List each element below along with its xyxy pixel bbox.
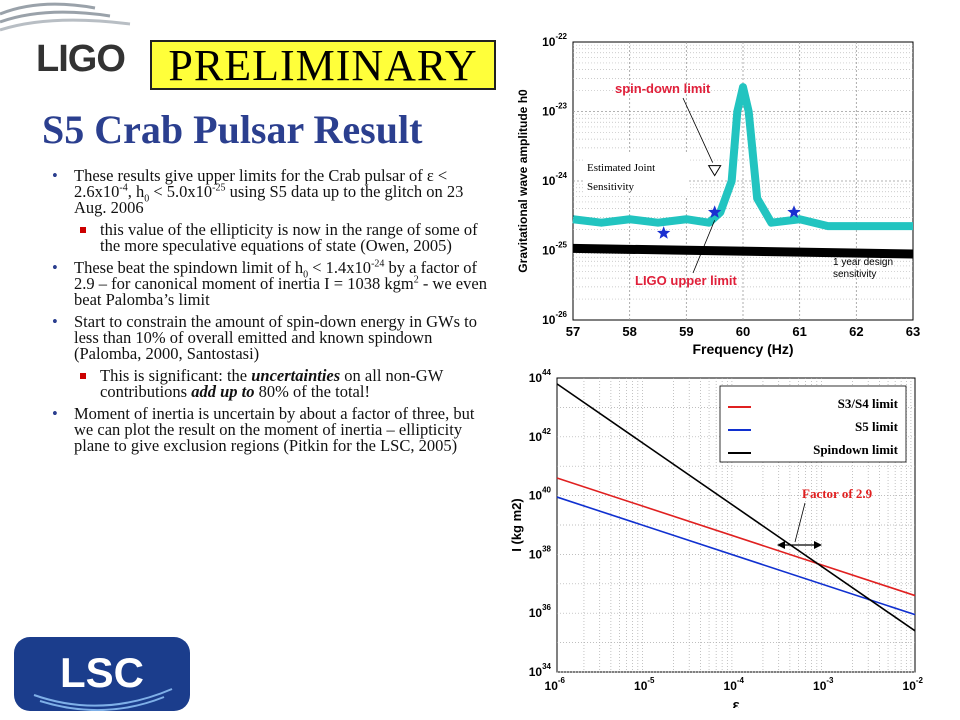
y-tick-label: 1044 [529, 368, 552, 385]
bullet-text-part: , h [127, 182, 145, 201]
y-tick-label: 10-24 [542, 171, 567, 188]
ligo-upper-annotation: LIGO upper limit [635, 273, 738, 288]
x-tick-label: 57 [566, 324, 580, 339]
design-sensitivity-line [572, 243, 914, 259]
y-tick-label: 1034 [529, 662, 552, 679]
h0-frequency-chart: 57 58 59 60 61 62 63 10-22 10-23 10-24 10-25 10-26 F… [516, 32, 920, 357]
x-tick-label: 10-3 [813, 676, 834, 693]
x-tick-label: 60 [736, 324, 750, 339]
bullet-text-part: 38 [363, 274, 381, 293]
bullet-text-part: < 5.0x10 [149, 182, 213, 201]
joint-sensitivity-box [583, 154, 689, 196]
bullet-list: These results give upper limits for the … [52, 166, 492, 460]
page-title: S5 Crab Pulsar Result [42, 107, 423, 152]
bullet-text-part: 2 [413, 274, 419, 286]
legend-label: S5 limit [855, 419, 899, 434]
y-tick-label: 10-22 [542, 32, 567, 49]
bullet-item: This is significant: the uncertainties o… [52, 366, 492, 401]
s3s4-limit-line [556, 477, 916, 597]
ligo-logo-swoosh [0, 2, 131, 32]
star-marker [787, 205, 801, 218]
preliminary-banner: PRELIMINARY [150, 40, 496, 90]
bullet-text-part: -24 [371, 258, 385, 270]
x-tick-label: 10-4 [724, 676, 745, 693]
lsc-logo-text: LSC [60, 649, 144, 696]
upper-limit-curve [572, 83, 913, 231]
ligo-upper-pointer [692, 220, 716, 274]
y-tick-label: 1042 [529, 427, 552, 444]
x-tick-label: 58 [622, 324, 636, 339]
bullet-text-part: on all non-GW contributions [100, 366, 443, 401]
y-axis-label: Gravitational wave amplitude h0 [516, 89, 530, 273]
bullet-text-part: 0 [144, 193, 150, 205]
bullet-text-part: 80% of the total! [254, 382, 370, 401]
joint-sensitivity-annotation: Estimated Joint [587, 162, 655, 174]
x-axis-label: ε [732, 697, 739, 708]
bullet-text-part: -25 [212, 182, 226, 194]
bullet-item: These beat the spindown limit of h0 < 1.… [52, 258, 492, 309]
bullet-text-part: by a factor of 2.9 – for canonical momen… [74, 258, 477, 293]
joint-sensitivity-annotation: Sensitivity [587, 181, 635, 193]
s5-limit-line [556, 496, 916, 616]
y-tick-label: 10-26 [542, 310, 567, 327]
x-tick-label: 10-5 [634, 676, 655, 693]
lsc-logo: LSC [14, 637, 190, 711]
spindown-limit-line [556, 383, 916, 632]
x-tick-label: 10-2 [903, 676, 924, 693]
bullet-text-part: 0 [303, 269, 309, 281]
bullet-text-part: uncertainties [251, 366, 341, 385]
legend-label: S3/S4 limit [838, 396, 899, 411]
y-axis-label: I (kg m2) [509, 498, 524, 551]
design-annotation: 1 year design [833, 257, 893, 268]
bullet-item: These results give upper limits for the … [52, 166, 492, 217]
x-tick-label: 62 [849, 324, 863, 339]
spindown-limit-marker [707, 165, 722, 177]
factor-arrow-head [777, 541, 785, 549]
y-tick-label: 1036 [529, 603, 552, 620]
y-tick-label: 10-23 [542, 102, 567, 119]
factor-arrow-head [814, 541, 822, 549]
bullet-text-part: using S5 data up to the glitch on 23 Aug… [74, 182, 464, 217]
bullet-text-part: - we even beat Palomba’s limit [74, 274, 487, 309]
y-tick-label: 1038 [529, 544, 552, 561]
spin-down-pointer [682, 97, 714, 163]
spin-down-annotation: spin-down limit [615, 81, 711, 96]
bullet-text-part: kgm [380, 274, 414, 293]
bullet-text-part: These results give upper limits for the … [74, 166, 448, 201]
bullet-text-part: -4 [119, 182, 128, 194]
ligo-logo: LIGO [36, 38, 126, 80]
bullet-text-part: This is significant: the [100, 366, 252, 385]
x-tick-label: 10-6 [545, 676, 566, 693]
bullet-item: Start to constrain the amount of spin-do… [52, 313, 492, 362]
factor-annotation: Factor of 2.9 [802, 486, 873, 501]
bullet-text-part: add up to [191, 382, 255, 401]
legend-box [719, 385, 907, 463]
bullet-item: Moment of inertia is uncertain by about … [52, 405, 492, 454]
factor-pointer [794, 502, 806, 543]
star-marker [657, 226, 671, 239]
legend-label: Spindown limit [813, 442, 899, 457]
x-tick-label: 59 [679, 324, 693, 339]
inertia-ellipticity-chart: 10-6 10-5 10-4 10-3 10-2 1044 1042 1040 1038 1036… [509, 368, 924, 708]
y-tick-label: 10-25 [542, 241, 567, 258]
star-marker [708, 205, 722, 218]
y-tick-label: 1040 [529, 486, 552, 503]
design-annotation: sensitivity [833, 269, 876, 280]
bullet-text-part: < 1.4x10 [308, 258, 372, 277]
x-tick-label: 63 [906, 324, 920, 339]
bullet-item: this value of the ellipticity is now in … [52, 221, 492, 254]
x-tick-label: 61 [792, 324, 806, 339]
bullet-text-part: These beat the spindown limit of h [74, 258, 304, 277]
x-axis-label: Frequency (Hz) [692, 341, 793, 357]
